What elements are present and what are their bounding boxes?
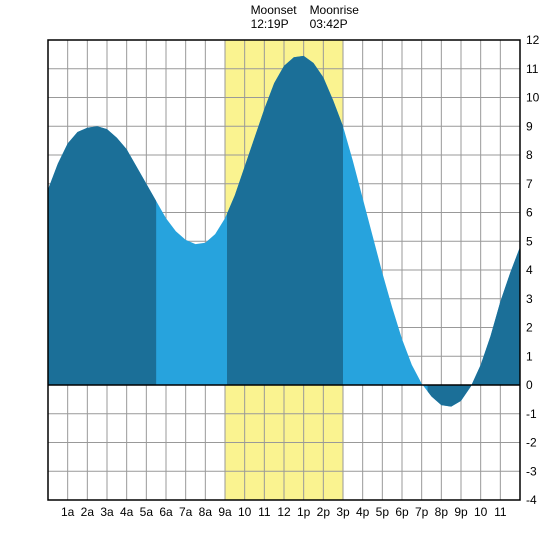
y-tick-label: 1 xyxy=(526,349,533,363)
y-tick-label: -1 xyxy=(526,407,537,421)
x-tick-label: 6a xyxy=(159,505,173,519)
x-tick-label: 1a xyxy=(61,505,75,519)
moon-label-time: 03:42P xyxy=(310,17,348,31)
x-tick-label: 9p xyxy=(454,505,468,519)
x-tick-label: 1p xyxy=(297,505,311,519)
x-tick-label: 6p xyxy=(395,505,409,519)
x-tick-label: 7p xyxy=(415,505,429,519)
y-tick-label: 7 xyxy=(526,177,533,191)
y-tick-label: 12 xyxy=(526,33,540,47)
y-tick-label: 6 xyxy=(526,206,533,220)
x-tick-label: 8a xyxy=(199,505,213,519)
tide-chart: -4-3-2-101234567891011121a2a3a4a5a6a7a8a… xyxy=(0,0,550,550)
moon-label-title: Moonset xyxy=(251,3,298,17)
x-tick-label: 3a xyxy=(100,505,114,519)
y-tick-label: 3 xyxy=(526,292,533,306)
y-tick-label: 0 xyxy=(526,378,533,392)
moon-label-title: Moonrise xyxy=(310,3,360,17)
y-tick-label: 2 xyxy=(526,321,533,335)
x-tick-label: 3p xyxy=(336,505,350,519)
x-tick-label: 10 xyxy=(238,505,252,519)
x-tick-label: 11 xyxy=(494,505,507,519)
x-tick-label: 2a xyxy=(81,505,95,519)
x-tick-label: 10 xyxy=(474,505,488,519)
chart-svg: -4-3-2-101234567891011121a2a3a4a5a6a7a8a… xyxy=(0,0,550,550)
y-tick-label: 10 xyxy=(526,91,540,105)
y-tick-label: -4 xyxy=(526,493,537,507)
y-tick-label: -2 xyxy=(526,436,537,450)
x-tick-label: 2p xyxy=(317,505,331,519)
y-tick-label: 4 xyxy=(526,263,533,277)
x-tick-label: 7a xyxy=(179,505,193,519)
x-tick-label: 8p xyxy=(435,505,449,519)
moon-label-time: 12:19P xyxy=(251,17,289,31)
y-tick-label: 9 xyxy=(526,119,533,133)
x-tick-label: 4p xyxy=(356,505,370,519)
x-tick-label: 12 xyxy=(277,505,291,519)
x-tick-label: 5p xyxy=(376,505,390,519)
y-tick-label: -3 xyxy=(526,464,537,478)
x-tick-label: 11 xyxy=(258,505,271,519)
x-tick-label: 9a xyxy=(218,505,232,519)
y-tick-label: 11 xyxy=(526,62,539,76)
x-tick-label: 4a xyxy=(120,505,134,519)
y-tick-label: 5 xyxy=(526,234,533,248)
x-tick-label: 5a xyxy=(140,505,154,519)
y-tick-label: 8 xyxy=(526,148,533,162)
